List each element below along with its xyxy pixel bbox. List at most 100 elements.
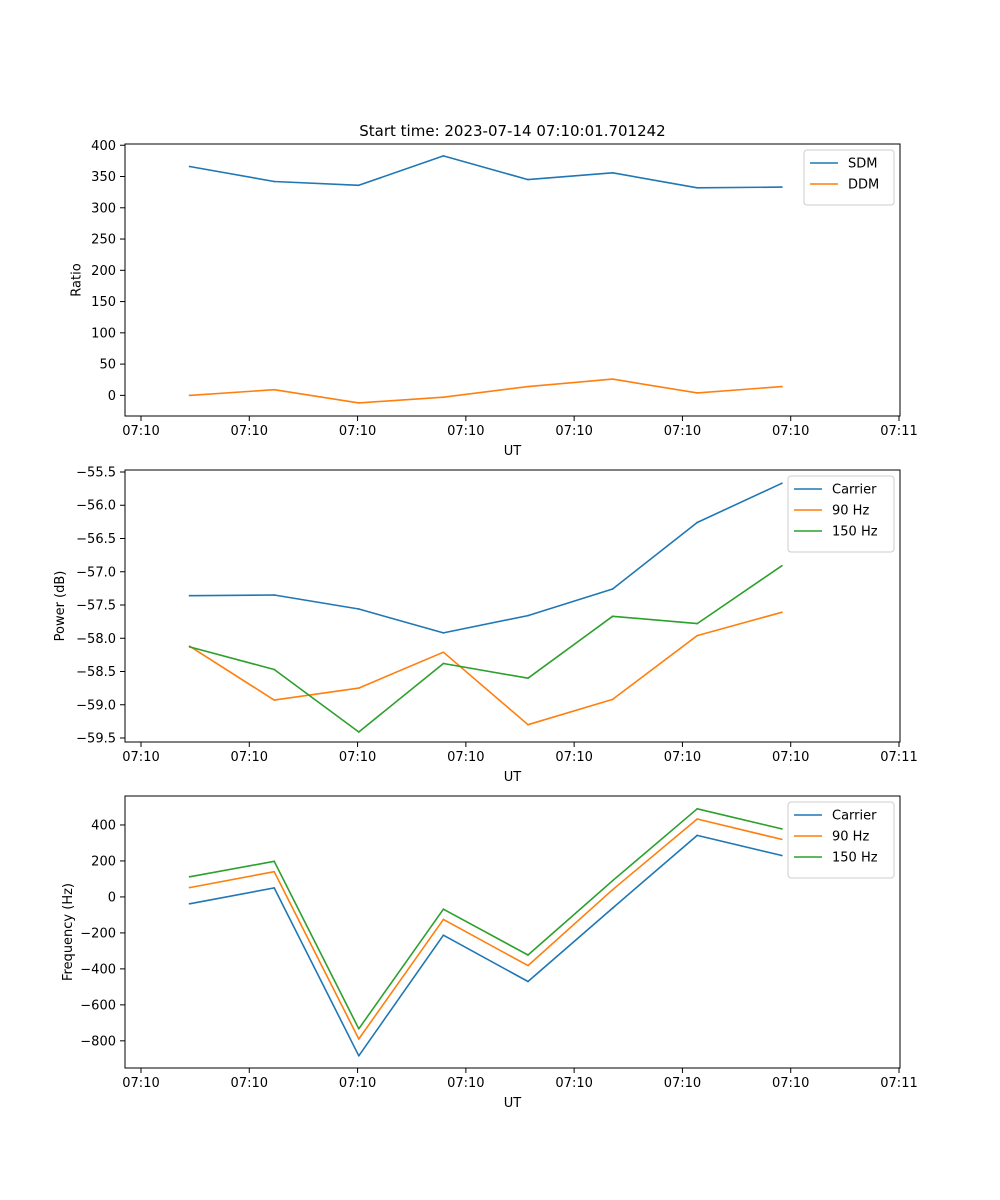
x-tick-label: 07:10 <box>447 750 484 765</box>
y-tick-label: −59.5 <box>76 732 116 747</box>
series-line-carrier <box>189 482 783 634</box>
data-point <box>527 980 529 983</box>
legend-box <box>787 801 895 879</box>
data-point <box>188 875 191 878</box>
axes-frame <box>124 469 901 743</box>
legend-label: 90 Hz <box>832 830 869 845</box>
panel-frequency: 07:10 07:10 07:10 07:10 07:10 07:10 07:10 07:11… <box>61 795 918 1111</box>
data-point <box>611 171 614 174</box>
y-tick-label: 350 <box>91 170 116 185</box>
series-line-150-hz <box>189 807 782 1030</box>
data-point <box>188 594 191 597</box>
x-tick-label: 07:10 <box>339 424 376 439</box>
y-tick-label: −59.0 <box>76 698 116 713</box>
y-axis-label: Frequency (Hz) <box>61 883 76 981</box>
data-point <box>527 954 529 956</box>
y-tick-label: 300 <box>91 201 116 216</box>
x-tick-label: 07:10 <box>555 424 592 439</box>
data-point <box>780 186 783 189</box>
data-point <box>273 699 276 702</box>
data-point <box>780 564 783 567</box>
y-tick-label: −55.5 <box>76 465 116 480</box>
data-point <box>357 184 360 187</box>
data-point <box>442 632 445 634</box>
x-tick-label: 07:10 <box>231 424 268 439</box>
legend-label: DDM <box>848 178 879 193</box>
data-point <box>780 385 783 388</box>
data-point <box>527 614 529 617</box>
data-point <box>273 388 276 391</box>
data-point <box>611 879 614 882</box>
panel-power: 07:10 07:10 07:10 07:10 07:10 07:10 07:10 07:11… <box>53 465 918 785</box>
data-point <box>696 622 699 625</box>
x-axis-label: UT <box>504 770 522 785</box>
y-tick-label: 150 <box>91 295 116 310</box>
data-point <box>357 401 360 404</box>
data-point <box>696 521 699 524</box>
y-tick-label: 0 <box>108 389 116 404</box>
y-axis-label: Power (dB) <box>53 571 68 642</box>
x-tick-label: 07:10 <box>447 1076 484 1091</box>
data-point <box>188 645 191 648</box>
legend: Carrier 90 Hz 150 Hz <box>787 801 895 879</box>
data-point <box>188 902 191 905</box>
legend-label: SDM <box>848 157 877 172</box>
data-point <box>442 651 445 654</box>
data-point <box>611 888 614 891</box>
data-point <box>273 860 276 863</box>
y-tick-label: 0 <box>108 890 116 905</box>
data-point <box>273 594 276 596</box>
x-tick-label: 07:10 <box>772 750 809 765</box>
axes-frame <box>124 795 901 1069</box>
y-tick-label: 100 <box>91 326 116 341</box>
data-point <box>273 887 276 889</box>
legend-label: 150 Hz <box>832 525 878 540</box>
data-point <box>527 723 529 726</box>
data-point <box>357 1054 360 1057</box>
data-point <box>188 165 191 168</box>
y-tick-label: −57.0 <box>76 565 116 580</box>
data-point <box>527 964 529 967</box>
legend-label: Carrier <box>832 809 877 824</box>
data-point <box>696 818 699 820</box>
y-tick-label: 200 <box>91 854 116 869</box>
data-point <box>527 677 529 680</box>
data-point <box>780 854 783 857</box>
x-tick-label: 07:10 <box>339 1076 376 1091</box>
y-tick-label: −400 <box>80 962 116 977</box>
x-tick-label: 07:10 <box>664 1076 701 1091</box>
data-point <box>442 154 445 157</box>
series-line-sdm <box>189 155 782 189</box>
legend: SDM DDM <box>803 149 895 206</box>
data-point <box>527 178 529 181</box>
series-line-carrier <box>189 834 782 1057</box>
series-line-90-hz <box>189 818 782 1040</box>
x-tick-label: 07:10 <box>664 750 701 765</box>
data-point <box>527 385 529 388</box>
y-tick-label: −800 <box>80 1034 116 1049</box>
data-point <box>357 608 360 610</box>
data-point <box>442 908 445 911</box>
data-point <box>273 668 276 671</box>
data-point <box>442 662 445 665</box>
data-point <box>188 394 191 397</box>
data-point <box>273 870 276 873</box>
y-tick-label: −58.5 <box>76 665 116 680</box>
data-point <box>696 807 699 810</box>
data-point <box>611 907 614 909</box>
data-point <box>780 838 783 841</box>
legend: Carrier 90 Hz 150 Hz <box>787 475 895 553</box>
series-line-90-hz <box>189 611 783 726</box>
y-tick-label: 400 <box>91 139 116 154</box>
x-tick-label: 07:10 <box>555 750 592 765</box>
data-point <box>273 180 276 183</box>
figure-title: Start time: 2023-07-14 07:10:01.701242 <box>359 122 665 140</box>
x-tick-label: 07:10 <box>122 1076 159 1091</box>
data-point <box>357 1038 360 1040</box>
x-tick-label: 07:10 <box>231 750 268 765</box>
x-tick-label: 07:10 <box>772 424 809 439</box>
x-tick-label: 07:10 <box>122 750 159 765</box>
data-point <box>442 396 445 399</box>
series-line-150-hz <box>189 565 783 733</box>
y-tick-label: 50 <box>99 358 116 373</box>
